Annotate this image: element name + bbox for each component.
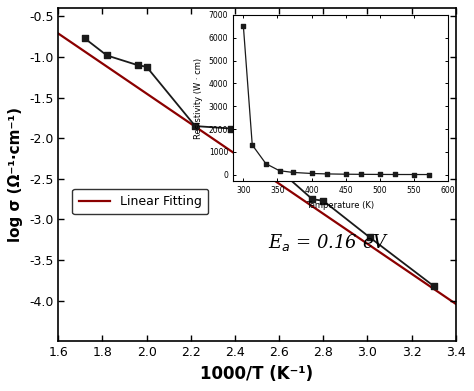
Point — [319, 197, 327, 204]
Point — [309, 196, 316, 202]
Point — [81, 35, 89, 41]
Legend: Linear Fitting: Linear Fitting — [73, 189, 208, 214]
Point — [103, 52, 110, 59]
Point — [134, 62, 142, 68]
Text: E$_a$ = 0.16 eV: E$_a$ = 0.16 eV — [268, 232, 389, 253]
Point — [191, 123, 199, 129]
Point — [264, 157, 272, 163]
Point — [143, 64, 150, 70]
Point — [236, 126, 243, 132]
Point — [227, 126, 234, 132]
Point — [366, 234, 374, 240]
Y-axis label: log σ (Ω⁻¹·cm⁻¹): log σ (Ω⁻¹·cm⁻¹) — [9, 107, 23, 242]
X-axis label: 1000/T (K⁻¹): 1000/T (K⁻¹) — [201, 365, 314, 383]
Point — [430, 283, 438, 289]
